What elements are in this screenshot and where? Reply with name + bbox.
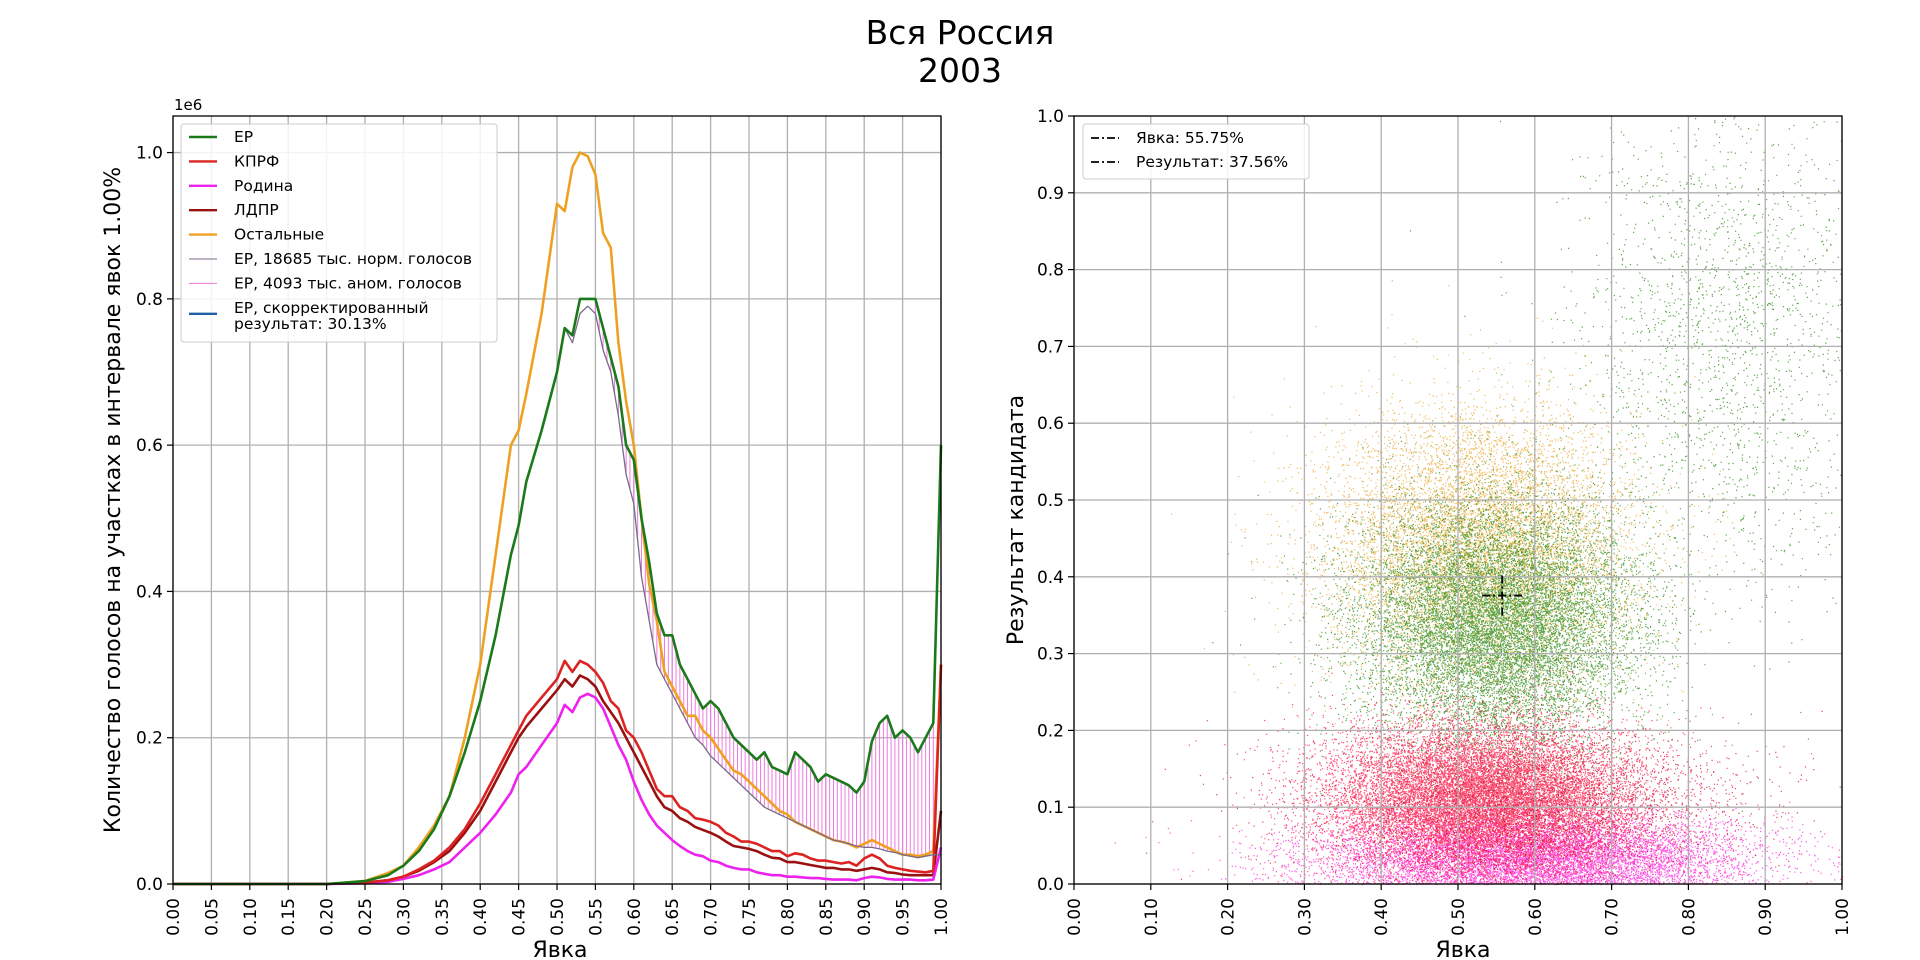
left-x-tick-label: 0.10: [241, 898, 261, 936]
legend-label-5: ЕР, 18685 тыс. норм. голосов: [234, 250, 472, 268]
right-ylabel: Результат кандидата: [1004, 395, 1029, 645]
right-x-tick-label: 0.40: [1372, 898, 1392, 936]
left-x-tick-label: 0.65: [663, 898, 683, 936]
left-y-tick-label: 0.2: [136, 729, 163, 749]
left-y-tick-label: 0.4: [136, 582, 163, 602]
right-x-tick-label: 0.00: [1065, 898, 1085, 936]
scatter-cluster-ЕР-high: [1409, 116, 1843, 812]
left-ylabel: Количество голосов на участках в интерва…: [101, 167, 126, 833]
left-offset-label: 1e6: [174, 96, 202, 114]
right-y-tick-label: 0.2: [1037, 721, 1064, 741]
right-y-tick-label: 0.5: [1037, 491, 1064, 511]
left-x-tick-label: 0.00: [164, 898, 184, 936]
right-x-tick-label: 1.00: [1833, 898, 1853, 936]
legend-label-6: ЕР, 4093 тыс. аном. голосов: [234, 274, 462, 292]
left-x-tick-label: 0.90: [855, 898, 875, 936]
scatter-cluster-Остальные: [1170, 280, 1761, 838]
left-x-tick-label: 0.75: [740, 898, 760, 936]
left-legend-box: [180, 123, 498, 343]
left-xlabel: Явка: [532, 938, 587, 960]
left-x-tick-label: 0.40: [471, 898, 491, 936]
right-legend-label-0: Явка: 55.75%: [1136, 129, 1244, 147]
right-y-tick-label: 0.4: [1037, 568, 1064, 588]
right-y-tick-label: 0.0: [1037, 875, 1064, 895]
legend-label-1: КПРФ: [234, 152, 279, 170]
legend-label-7: ЕР, скорректированный: [234, 299, 429, 317]
right-y-tick-label: 0.9: [1037, 184, 1064, 204]
left-x-tick-label: 0.45: [510, 898, 530, 936]
right-x-tick-label: 0.20: [1219, 898, 1239, 936]
series-line-3: [173, 674, 943, 886]
right-x-tick-label: 0.60: [1526, 898, 1546, 936]
left-x-tick-label: 0.60: [625, 898, 645, 936]
left-y-tick-label: 0.8: [136, 290, 163, 310]
left-x-tick-label: 0.30: [394, 898, 414, 936]
turnout-result-scatter-chart: Результат кандидата Явка 0.00 0.10 0.20 0.3…: [1004, 107, 1853, 960]
legend-label-2: Родина: [234, 177, 293, 195]
right-y-tick-label: 0.6: [1037, 414, 1064, 434]
right-x-tick-label: 0.30: [1295, 898, 1315, 936]
right-y-tick-label: 0.3: [1037, 645, 1064, 665]
left-x-tick-label: 0.25: [356, 898, 376, 936]
left-y-tick-label: 0.0: [136, 875, 163, 895]
right-y-tick-label: 0.7: [1037, 337, 1064, 357]
left-x-tick-label: 0.70: [702, 898, 722, 936]
right-y-tick-label: 0.8: [1037, 261, 1064, 281]
right-x-tick-label: 0.90: [1756, 898, 1776, 936]
right-x-tick-label: 0.70: [1603, 898, 1623, 936]
left-x-tick-label: 0.35: [433, 898, 453, 936]
left-x-tick-label: 0.20: [318, 898, 338, 936]
right-x-tick-label: 0.80: [1679, 898, 1699, 936]
right-x-tick-label: 0.10: [1142, 898, 1162, 936]
figure-title-line2: 2003: [918, 51, 1002, 90]
scatter-cluster-ЛДПР: [1145, 672, 1844, 885]
right-x-tick-label: 0.50: [1449, 898, 1469, 936]
scatter-points: [1114, 116, 1844, 886]
right-y-tick-label: 0.1: [1037, 798, 1064, 818]
turnout-histogram-chart: 1e6 Количество голосов на участках в инт…: [101, 96, 952, 960]
left-x-tick-label: 0.95: [894, 898, 914, 936]
right-y-tick-label: 1.0: [1037, 107, 1064, 127]
left-x-tick-label: 0.50: [548, 898, 568, 936]
legend-label-3: ЛДПР: [234, 201, 279, 219]
left-x-tick-label: 0.80: [778, 898, 798, 936]
left-x-tick-label: 0.15: [279, 898, 299, 936]
left-y-tick-label: 1.0: [136, 144, 163, 164]
left-x-tick-label: 0.85: [817, 898, 837, 936]
right-xlabel: Явка: [1435, 938, 1490, 960]
left-x-tick-label: 0.05: [202, 898, 222, 936]
left-y-tick-label: 0.6: [136, 436, 163, 456]
series-line-2: [173, 692, 943, 886]
series-line-0: [173, 297, 943, 886]
legend-label-0: ЕР: [234, 128, 253, 146]
series-line-1: [173, 659, 943, 886]
right-legend-box: [1082, 123, 1310, 180]
right-legend-label-1: Результат: 37.56%: [1136, 153, 1288, 171]
scatter-cluster-ЕР: [1212, 393, 1790, 869]
left-x-tick-label: 0.55: [586, 898, 606, 936]
legend-label-4: Остальные: [234, 226, 324, 244]
left-x-tick-label: 1.00: [932, 898, 952, 936]
legend-label-7: результат: 30.13%: [234, 315, 387, 333]
scatter-cluster-КПРФ: [1188, 648, 1766, 886]
figure-title-line1: Вся Россия: [866, 13, 1055, 52]
